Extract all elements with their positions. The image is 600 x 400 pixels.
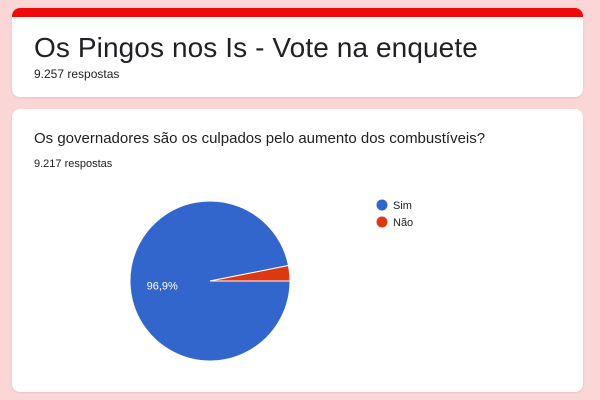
question-title: Os governadores são os culpados pelo aum… xyxy=(34,130,486,147)
legend-swatch-sim xyxy=(376,199,388,211)
pie-slice-nao[interactable] xyxy=(209,264,291,282)
pie-data-label-sim: 96,9% xyxy=(147,281,178,293)
pie-labels: 96,9% xyxy=(147,281,178,293)
pie-chart: 96,9% Sim Não xyxy=(129,199,414,362)
legend-item-nao[interactable]: Não xyxy=(376,216,414,230)
legend-item-sim[interactable]: Sim xyxy=(376,199,412,213)
legend-swatch-nao xyxy=(376,216,388,228)
legend-label-nao: Não xyxy=(393,217,413,229)
pie-slices xyxy=(129,200,291,362)
question-responses-count: 9.217 respostas xyxy=(34,158,113,170)
legend-label-sim: Sim xyxy=(393,200,412,212)
form-title: Os Pingos nos Is - Vote na enquete xyxy=(34,32,478,63)
form-header-card: Os Pingos nos Is - Vote na enquete 9.257… xyxy=(12,8,583,97)
total-responses-count: 9.257 respostas xyxy=(34,67,120,81)
chart-legend[interactable]: Sim Não xyxy=(376,199,414,230)
header-accent-bar xyxy=(12,8,583,17)
question-summary-card: Os governadores são os culpados pelo aum… xyxy=(12,109,583,392)
